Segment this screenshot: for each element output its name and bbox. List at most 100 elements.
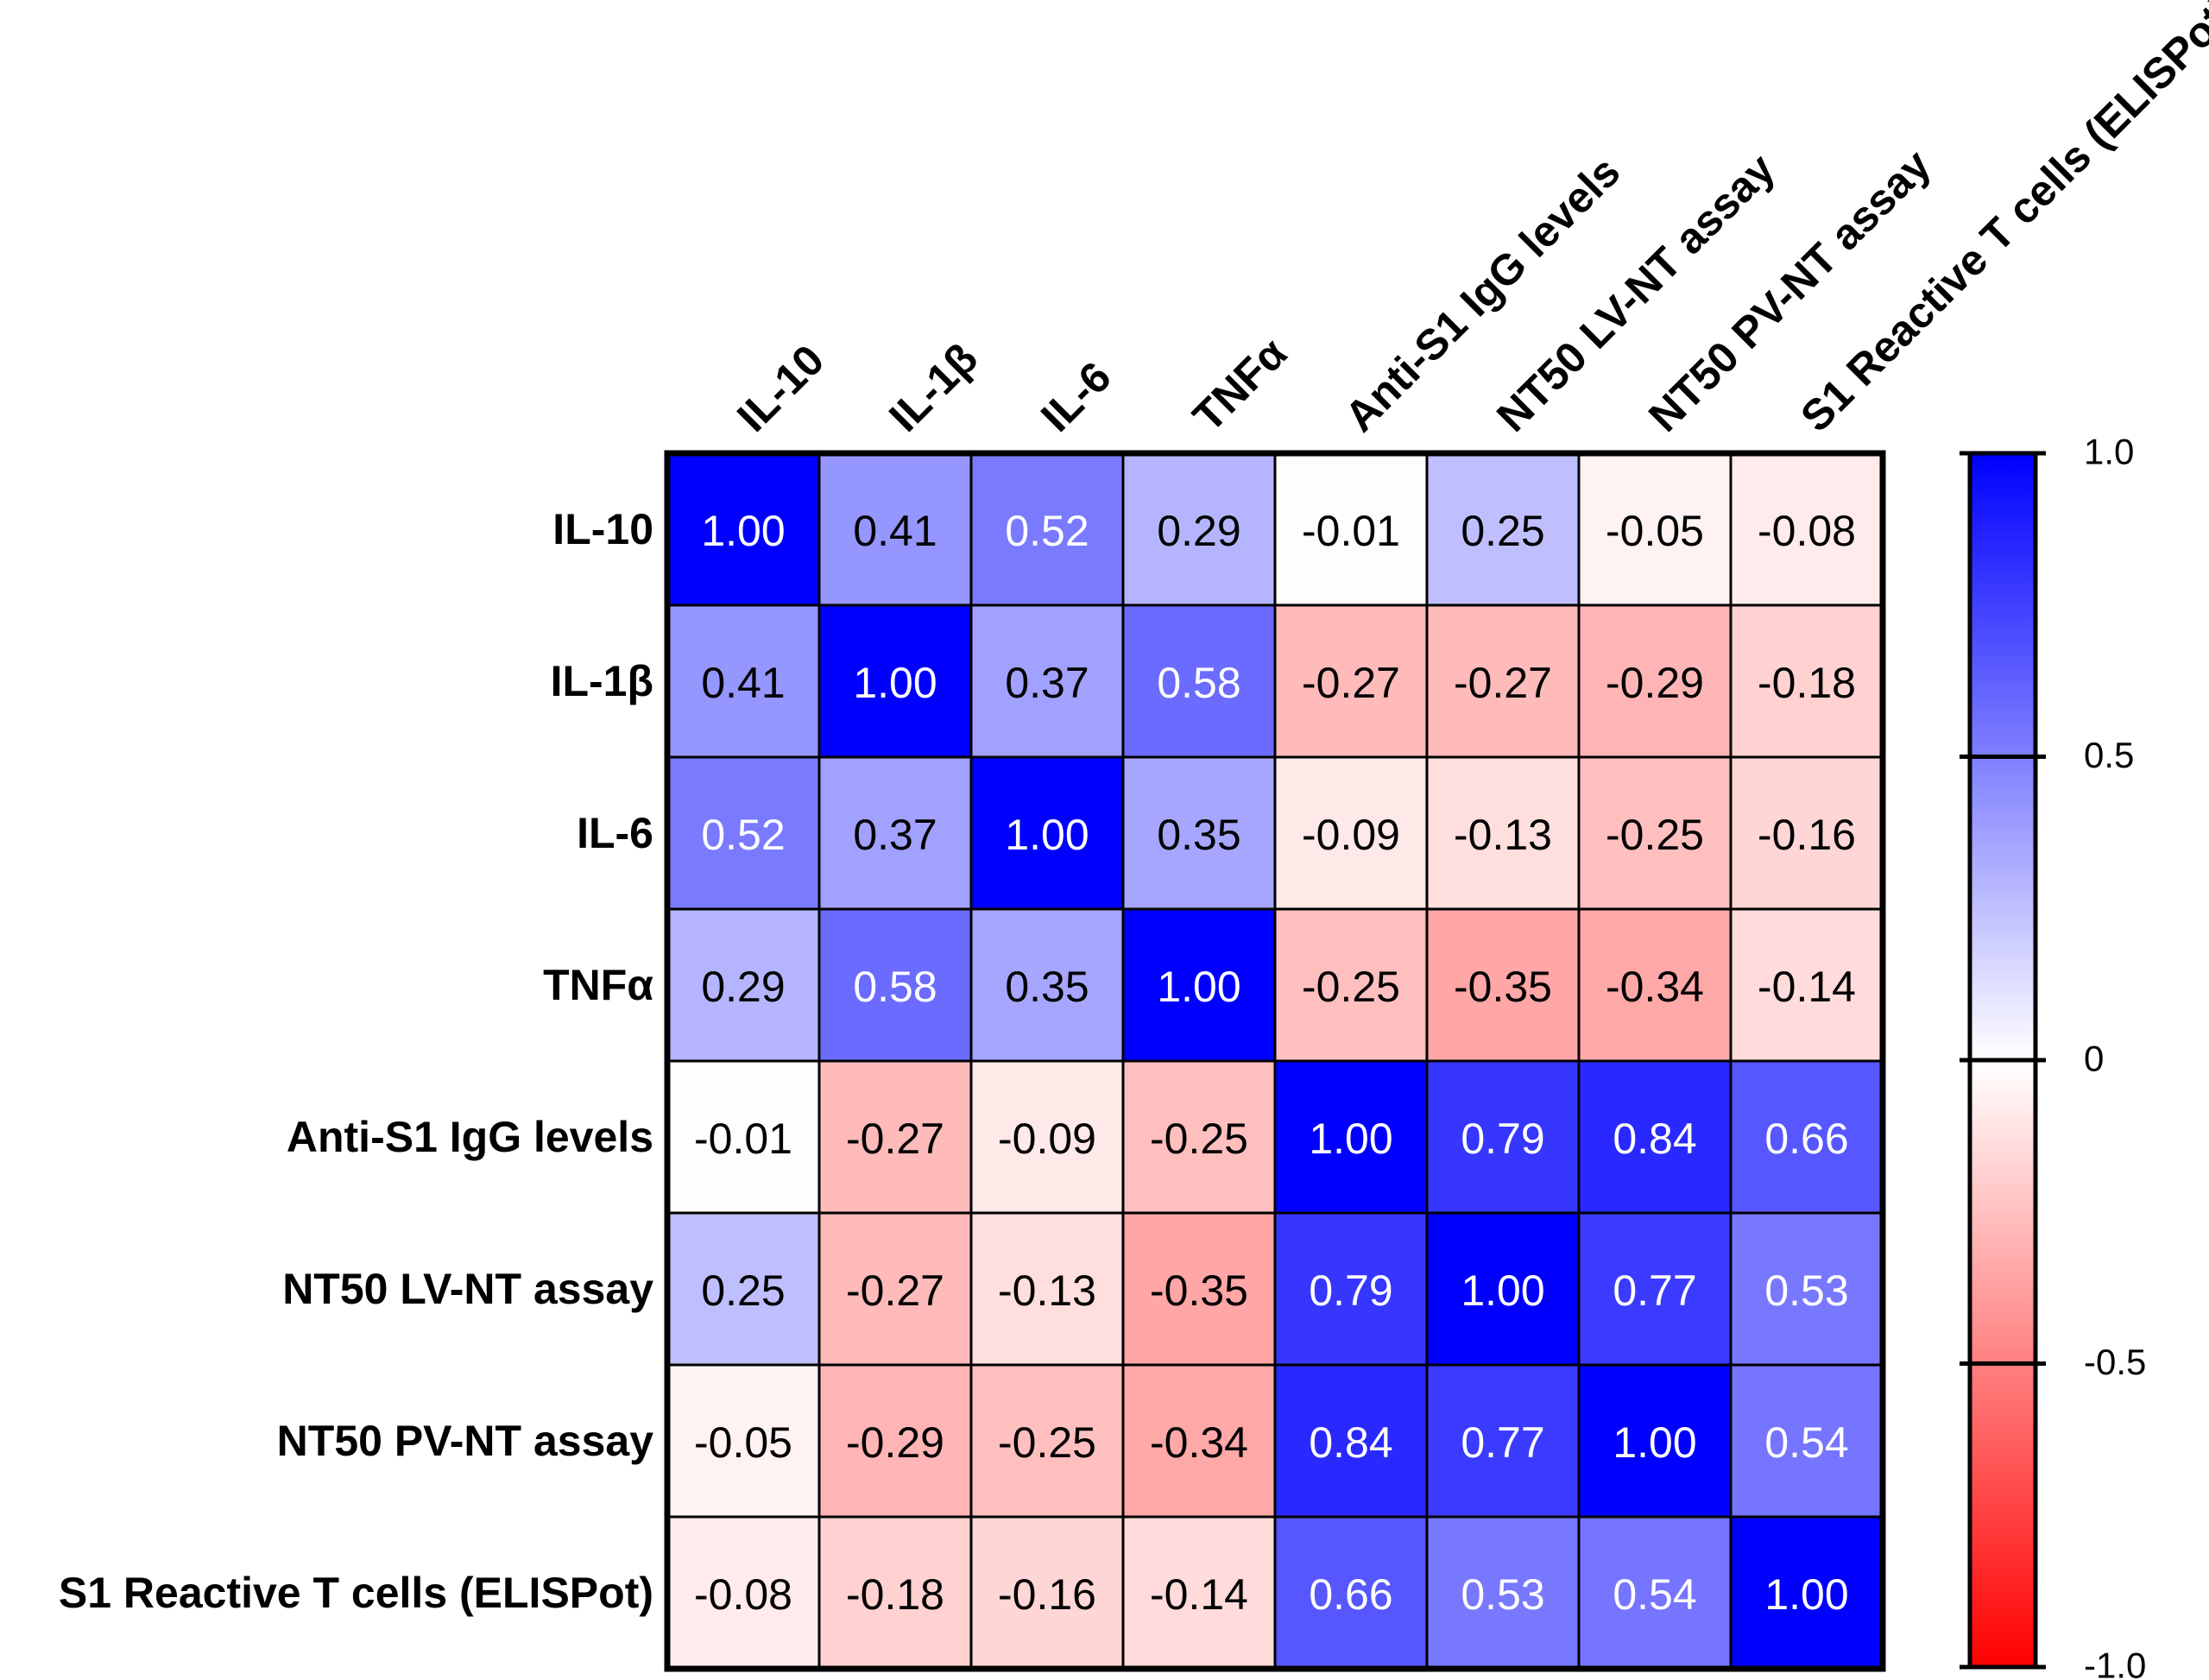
cell-value-label: -0.09 bbox=[998, 1115, 1096, 1163]
heatmap-cell bbox=[1729, 1059, 1884, 1215]
cell-value-label: -0.35 bbox=[1454, 963, 1552, 1011]
cell-value-label: 0.35 bbox=[1005, 963, 1089, 1011]
cell-value-label: -0.01 bbox=[694, 1115, 792, 1163]
cell-value-label: 1.00 bbox=[701, 507, 785, 555]
cell-value-label: 0.37 bbox=[1005, 659, 1089, 707]
heatmap-cell bbox=[666, 907, 821, 1063]
heatmap-cell bbox=[1273, 907, 1429, 1063]
colorbar-tick-label: -0.5 bbox=[2084, 1342, 2146, 1382]
cell-value-label: 0.52 bbox=[701, 811, 785, 859]
cell-value-label: 1.00 bbox=[1461, 1266, 1544, 1315]
heatmap-cell bbox=[969, 755, 1125, 911]
cell-value-label: 0.58 bbox=[853, 963, 937, 1011]
cell-value-label: 0.25 bbox=[701, 1266, 785, 1315]
cell-value-label: -0.08 bbox=[1758, 507, 1856, 555]
cell-value-label: 1.00 bbox=[1157, 963, 1240, 1011]
cell-value-label: 0.53 bbox=[1764, 1266, 1848, 1315]
heatmap-cell bbox=[1729, 452, 1884, 607]
cell-value-label: -0.29 bbox=[846, 1418, 944, 1467]
column-label: TNFα bbox=[1183, 329, 1296, 441]
row-label: S1 Reactive T cells (ELISPot) bbox=[59, 1569, 653, 1617]
cell-value-label: -0.14 bbox=[1758, 963, 1856, 1011]
cell-value-label: -0.25 bbox=[1150, 1115, 1248, 1163]
heatmap-cell bbox=[817, 1211, 973, 1367]
heatmap-cell bbox=[817, 603, 973, 759]
cell-value-label: -0.25 bbox=[1302, 963, 1400, 1011]
cell-value-label: 0.77 bbox=[1461, 1418, 1544, 1467]
heatmap-cell bbox=[666, 1363, 821, 1519]
cell-value-label: -0.14 bbox=[1150, 1570, 1248, 1619]
cell-value-label: 0.29 bbox=[701, 963, 785, 1011]
cell-value-label: -0.01 bbox=[1302, 507, 1400, 555]
cell-value-label: 0.79 bbox=[1461, 1115, 1544, 1163]
cell-value-label: -0.34 bbox=[1606, 963, 1704, 1011]
cell-value-label: 1.00 bbox=[1613, 1418, 1696, 1467]
heatmap-cell bbox=[817, 755, 973, 911]
heatmap-cell bbox=[1121, 603, 1277, 759]
row-label: NT50 LV-NT assay bbox=[282, 1265, 653, 1313]
colorbar-tick-label: 1.0 bbox=[2084, 432, 2134, 472]
heatmap-cell bbox=[1729, 1363, 1884, 1519]
column-label: NT50 PV-NT assay bbox=[1639, 141, 1940, 441]
heatmap-cell bbox=[1273, 1515, 1429, 1671]
cell-value-label: -0.27 bbox=[1454, 659, 1552, 707]
cell-value-label: 0.37 bbox=[853, 811, 937, 859]
cell-value-label: 1.00 bbox=[1309, 1115, 1392, 1163]
heatmap-frame bbox=[664, 450, 1886, 1672]
colorbar-tick-label: 0.5 bbox=[2084, 735, 2134, 775]
cell-value-label: -0.18 bbox=[1758, 659, 1856, 707]
column-label: IL-6 bbox=[1032, 352, 1120, 440]
heatmap-cell bbox=[1425, 1363, 1581, 1519]
cell-value-label: -0.25 bbox=[998, 1418, 1096, 1467]
heatmap-cell bbox=[1121, 755, 1277, 911]
cell-value-label: 0.54 bbox=[1764, 1418, 1848, 1467]
heatmap-cell bbox=[1273, 755, 1429, 911]
cell-value-label: 0.41 bbox=[701, 659, 785, 707]
cell-value-label: -0.13 bbox=[998, 1266, 1096, 1315]
heatmap-cell bbox=[1729, 1515, 1884, 1671]
heatmap-cell bbox=[969, 1515, 1125, 1671]
cell-value-label: 0.52 bbox=[1005, 507, 1089, 555]
column-labels: IL-10 IL-1β IL-6 TNFα Anti-S1 IgG levelsNT50… bbox=[728, 0, 2209, 441]
heatmap-cell bbox=[1729, 1211, 1884, 1367]
colorbar: 1.0 0.5 0 -0.5 -1.0 bbox=[1960, 432, 2146, 1680]
cell-value-label: 1.00 bbox=[1005, 811, 1089, 859]
cell-value-label: -0.18 bbox=[846, 1570, 944, 1619]
cell-value-label: -0.08 bbox=[694, 1570, 792, 1619]
column-label: IL-1β bbox=[880, 334, 987, 441]
column-label: NT50 LV-NT assay bbox=[1487, 144, 1784, 441]
cell-value-label: 0.66 bbox=[1309, 1570, 1392, 1619]
cell-value-label: 0.29 bbox=[1157, 507, 1240, 555]
cell-value-label: 0.58 bbox=[1157, 659, 1240, 707]
cell-value-label: -0.27 bbox=[846, 1266, 944, 1315]
heatmap-cell bbox=[1577, 1363, 1732, 1519]
cell-value-label: -0.05 bbox=[694, 1418, 792, 1467]
heatmap-cell bbox=[969, 1363, 1125, 1519]
heatmap-cell bbox=[969, 1211, 1125, 1367]
cell-value-label: -0.29 bbox=[1606, 659, 1704, 707]
row-label: Anti-S1 IgG levels bbox=[287, 1113, 653, 1161]
heatmap-cells bbox=[666, 452, 1884, 1671]
heatmap-cell bbox=[1577, 1211, 1732, 1367]
colorbar-tick-label: -1.0 bbox=[2084, 1645, 2146, 1680]
row-label: TNFα bbox=[543, 961, 653, 1009]
heatmap-cell bbox=[666, 452, 821, 607]
heatmap-cell bbox=[817, 1363, 973, 1519]
cell-value-label: 0.66 bbox=[1764, 1115, 1848, 1163]
row-label: NT50 PV-NT assay bbox=[277, 1417, 654, 1465]
heatmap-cell bbox=[1121, 1059, 1277, 1215]
heatmap-cell bbox=[1425, 755, 1581, 911]
cell-value-label: 0.54 bbox=[1613, 1570, 1696, 1619]
cell-value-label: 0.79 bbox=[1309, 1266, 1392, 1315]
cell-value-label: 0.41 bbox=[853, 507, 937, 555]
heatmap-cell bbox=[1273, 1059, 1429, 1215]
heatmap-cell bbox=[1729, 603, 1884, 759]
cell-value-label: 1.00 bbox=[1764, 1570, 1848, 1619]
cell-value-label: 0.25 bbox=[1461, 507, 1544, 555]
row-label: IL-6 bbox=[577, 809, 653, 857]
cell-value-label: 0.84 bbox=[1613, 1115, 1696, 1163]
heatmap-cell bbox=[1425, 1211, 1581, 1367]
row-labels: IL-10 IL-1β IL-6 TNFα Anti-S1 IgG levels NT50… bbox=[59, 505, 653, 1617]
row-label: IL-1β bbox=[551, 657, 653, 705]
